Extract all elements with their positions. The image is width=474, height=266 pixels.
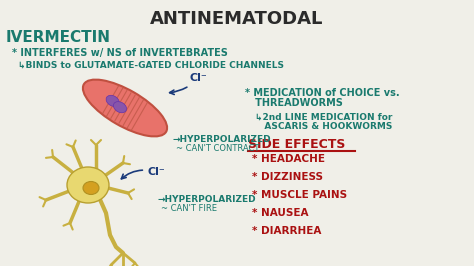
Text: * INTERFERES w/ NS of INVERTEBRATES: * INTERFERES w/ NS of INVERTEBRATES [12, 48, 228, 58]
Text: * MUSCLE PAINS: * MUSCLE PAINS [252, 190, 347, 200]
Text: →HYPERPOLARIZED: →HYPERPOLARIZED [173, 135, 272, 144]
Text: * MEDICATION of CHOICE vs.: * MEDICATION of CHOICE vs. [245, 88, 400, 98]
Ellipse shape [83, 80, 167, 136]
Text: * DIARRHEA: * DIARRHEA [252, 226, 321, 236]
Ellipse shape [106, 95, 119, 106]
Text: Cl⁻: Cl⁻ [121, 167, 166, 179]
Text: * HEADACHE: * HEADACHE [252, 154, 325, 164]
Text: THREADWORMS: THREADWORMS [245, 98, 343, 108]
Text: SIDE EFFECTS: SIDE EFFECTS [248, 138, 346, 151]
Text: ASCARIS & HOOKWORMS: ASCARIS & HOOKWORMS [255, 122, 392, 131]
Text: ANTINEMATODAL: ANTINEMATODAL [150, 10, 324, 28]
Text: IVERMECTIN: IVERMECTIN [6, 30, 111, 45]
Ellipse shape [67, 167, 109, 203]
Text: ↳2nd LINE MEDICATION for: ↳2nd LINE MEDICATION for [255, 112, 392, 121]
Text: ~ CAN'T FIRE: ~ CAN'T FIRE [161, 204, 217, 213]
Ellipse shape [113, 102, 127, 113]
Text: ~ CAN'T CONTRACT: ~ CAN'T CONTRACT [176, 144, 259, 153]
Text: Cl⁻: Cl⁻ [170, 73, 208, 94]
Text: * NAUSEA: * NAUSEA [252, 208, 309, 218]
Ellipse shape [83, 181, 99, 194]
Text: ↳BINDS to GLUTAMATE-GATED CHLORIDE CHANNELS: ↳BINDS to GLUTAMATE-GATED CHLORIDE CHANN… [18, 60, 284, 69]
Text: * DIZZINESS: * DIZZINESS [252, 172, 323, 182]
Text: →HYPERPOLARIZED: →HYPERPOLARIZED [158, 195, 256, 204]
